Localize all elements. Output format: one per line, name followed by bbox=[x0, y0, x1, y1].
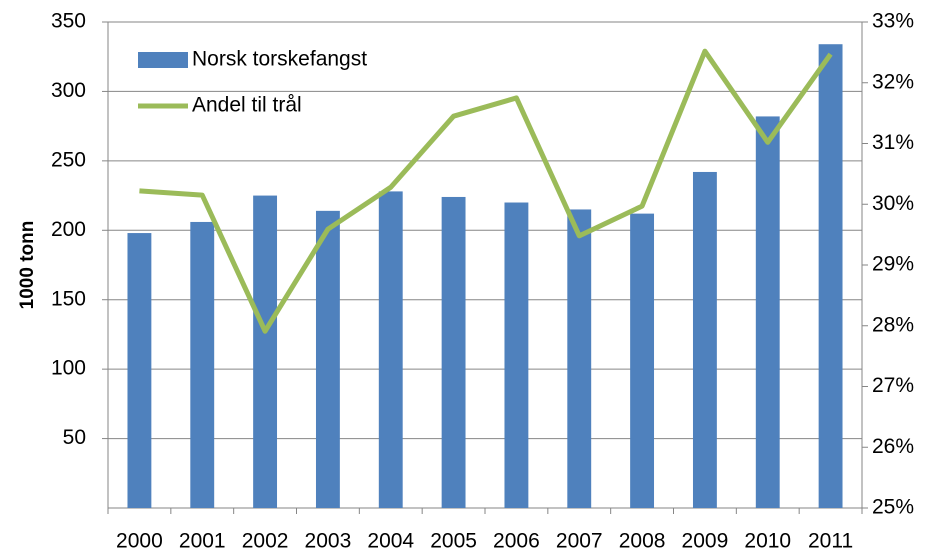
x-tick-label: 2008 bbox=[619, 530, 666, 553]
x-tick-label: 2000 bbox=[116, 530, 163, 553]
y2-tick-label: 28% bbox=[872, 313, 914, 336]
y2-tick-label: 32% bbox=[872, 70, 914, 93]
bar bbox=[692, 171, 717, 509]
bar bbox=[630, 213, 655, 508]
x-tick-label: 2003 bbox=[305, 530, 352, 553]
y2-tick-label: 29% bbox=[872, 253, 914, 276]
y-tick-label: 200 bbox=[51, 218, 86, 241]
legend-label: Norsk torskefangst bbox=[192, 48, 367, 71]
bar bbox=[755, 116, 780, 509]
line bbox=[139, 48, 833, 334]
bar bbox=[567, 209, 592, 508]
bar bbox=[315, 210, 340, 509]
x-tick-label: 2007 bbox=[556, 530, 603, 553]
y2-tick-label: 30% bbox=[872, 192, 914, 215]
y2-tick-label: 26% bbox=[872, 435, 914, 458]
x-tick-label: 2010 bbox=[744, 530, 791, 553]
bar bbox=[190, 221, 215, 508]
y2-tick-label: 25% bbox=[872, 496, 914, 519]
y-tick-label: 250 bbox=[51, 148, 86, 171]
x-tick-label: 2001 bbox=[179, 530, 226, 553]
x-tick-label: 2011 bbox=[808, 530, 853, 553]
y-tick-label: 150 bbox=[51, 287, 86, 310]
bar bbox=[441, 196, 466, 508]
y-tick-label: 350 bbox=[51, 10, 86, 33]
y-tick-label: 50 bbox=[63, 426, 86, 449]
x-tick-label: 2006 bbox=[493, 530, 540, 553]
x-tick-label: 2004 bbox=[367, 530, 414, 553]
y2-tick-label: 31% bbox=[872, 131, 914, 154]
bar bbox=[818, 44, 843, 509]
legend-swatch bbox=[138, 52, 188, 68]
legend-label: Andel til trål bbox=[192, 94, 302, 117]
y-axis-label: 1000 tonn bbox=[17, 221, 38, 310]
bar bbox=[378, 191, 403, 509]
y-tick-label: 300 bbox=[51, 79, 86, 102]
bar bbox=[504, 202, 529, 508]
x-tick-label: 2005 bbox=[430, 530, 477, 553]
y2-tick-label: 33% bbox=[872, 10, 914, 33]
bar bbox=[253, 195, 278, 509]
x-tick-label: 2009 bbox=[682, 530, 729, 553]
y2-tick-label: 27% bbox=[872, 374, 914, 397]
bar bbox=[127, 233, 152, 508]
y-tick-label: 100 bbox=[51, 357, 86, 380]
x-tick-label: 2002 bbox=[242, 530, 289, 553]
